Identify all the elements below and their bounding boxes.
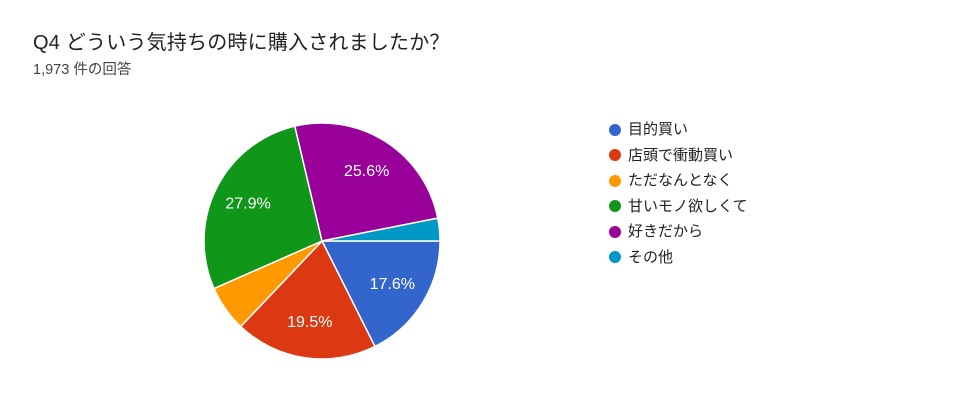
pie-slice-6[interactable] (321, 217, 441, 242)
legend-item: その他 (609, 245, 748, 271)
pie-slice-2[interactable] (239, 240, 376, 360)
legend-color-dot-icon (609, 225, 621, 238)
legend-item-label: 甘いモノ欲しくて (628, 197, 748, 215)
legend-color-dot-icon (609, 123, 621, 136)
response-count: 1,973 件の回答 (33, 62, 132, 78)
legend-item-label: 好きだから (628, 223, 704, 240)
legend-item: 目的買い (609, 117, 748, 143)
pie-slice-4[interactable] (203, 125, 323, 290)
legend-item: 甘いモノ欲しくて (609, 194, 748, 220)
slice-percentage-label: 27.9% (225, 196, 270, 213)
legend-color-dot-icon (609, 174, 621, 187)
question-title: Q4 どういう気持ちの時に購入されましたか？ (33, 32, 450, 54)
legend-color-dot-icon (609, 200, 621, 213)
legend-item-label: ただなんとなく (628, 172, 733, 189)
legend-item-label: 店頭で衝動買い (628, 146, 734, 164)
legend-color-dot-icon (609, 149, 621, 162)
legend-color-dot-icon (609, 251, 621, 264)
legend-item-label: その他 (628, 248, 674, 266)
slice-percentage-label: 25.6% (344, 163, 389, 180)
slice-percentage-label: 17.6% (370, 276, 415, 293)
legend-item-label: 目的買い (628, 121, 689, 138)
legend-item: 店頭で衝動買い (609, 143, 748, 169)
pie-slice-5[interactable] (294, 122, 439, 242)
legend-item: ただなんとなく (609, 168, 748, 194)
chart-legend: 目的買い店頭で衝動買い ただなんとなく 甘いモノ欲しくて 好きだからその他 (609, 117, 748, 270)
slice-percentage-label: 19.5% (287, 314, 332, 331)
legend-item: 好きだから (609, 219, 748, 245)
pie-slice-1[interactable] (321, 240, 441, 348)
